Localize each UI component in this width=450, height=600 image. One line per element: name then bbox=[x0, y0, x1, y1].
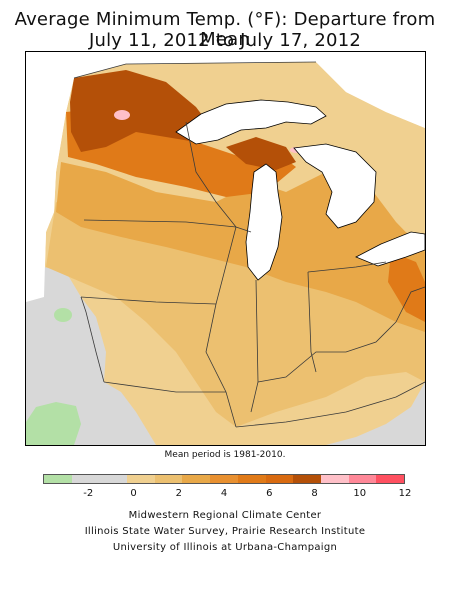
lake-superior bbox=[175, 99, 327, 145]
map-panel bbox=[25, 51, 426, 446]
legend-tick-label: 2 bbox=[175, 488, 182, 499]
border-mn-wi bbox=[185, 121, 237, 228]
region-pink-spot-1 bbox=[114, 110, 130, 120]
legend-swatch bbox=[210, 475, 238, 483]
legend-tick-label: -2 bbox=[83, 488, 94, 499]
region-gray-east bbox=[326, 382, 425, 445]
region-band-8-10 bbox=[70, 70, 211, 152]
border-in-oh bbox=[307, 271, 317, 373]
border-mo-south bbox=[103, 381, 226, 393]
legend-swatch bbox=[44, 475, 72, 483]
border-mi-oh bbox=[307, 261, 387, 273]
legend-swatch bbox=[293, 475, 321, 483]
region-green-southwest bbox=[26, 402, 81, 445]
lake-huron bbox=[293, 143, 377, 229]
map-title: Average Minimum Temp. (°F): Departure fr… bbox=[14, 9, 436, 50]
credit-center: Midwestern Regional Climate Center bbox=[128, 510, 322, 521]
border-il-mo bbox=[205, 303, 237, 428]
border-west bbox=[80, 296, 105, 383]
legend-tick-label: 0 bbox=[130, 488, 137, 499]
map-date-range: July 11, 2012 to July 17, 2012 bbox=[88, 30, 361, 51]
temperature-departure-map bbox=[26, 52, 425, 445]
region-gray-west bbox=[26, 262, 156, 445]
border-canada bbox=[73, 61, 317, 79]
legend-tick-label: 8 bbox=[311, 488, 318, 499]
legend-swatch bbox=[99, 475, 128, 483]
credit-university: University of Illinois at Urbana-Champai… bbox=[112, 542, 338, 553]
region-band-6-8-east bbox=[388, 252, 425, 322]
border-ia-mo bbox=[80, 296, 217, 305]
region-band-8-10-up bbox=[226, 137, 296, 170]
mean-period-note: Mean period is 1981-2010. bbox=[164, 450, 286, 460]
legend-tick-label: 4 bbox=[220, 488, 228, 499]
legend-swatch bbox=[320, 475, 349, 483]
state-borders bbox=[73, 61, 425, 428]
legend-tick-label: 6 bbox=[266, 488, 273, 499]
border-oh-east bbox=[395, 286, 425, 323]
legend-tick-label: 10 bbox=[353, 488, 367, 499]
legend-swatch bbox=[237, 475, 266, 483]
lake-michigan bbox=[245, 163, 283, 281]
legend-swatch bbox=[71, 475, 100, 483]
border-mn-ia bbox=[83, 219, 237, 228]
legend-color-bar bbox=[43, 474, 405, 484]
credit-survey: Illinois State Water Survey, Prairie Res… bbox=[84, 526, 366, 537]
border-ia-il bbox=[215, 226, 252, 305]
legend-swatch bbox=[376, 475, 404, 483]
canada-white bbox=[26, 52, 425, 302]
legend-swatch bbox=[348, 475, 377, 483]
legend-swatch bbox=[154, 475, 183, 483]
legend-tick-label: 12 bbox=[398, 488, 412, 499]
lake-erie bbox=[355, 231, 425, 267]
border-ky-north bbox=[257, 321, 397, 383]
legend-swatch bbox=[182, 475, 211, 483]
legend-swatch bbox=[265, 475, 294, 483]
region-green-small bbox=[54, 308, 72, 322]
border-ky-south bbox=[235, 381, 425, 428]
legend-swatch bbox=[127, 475, 155, 483]
